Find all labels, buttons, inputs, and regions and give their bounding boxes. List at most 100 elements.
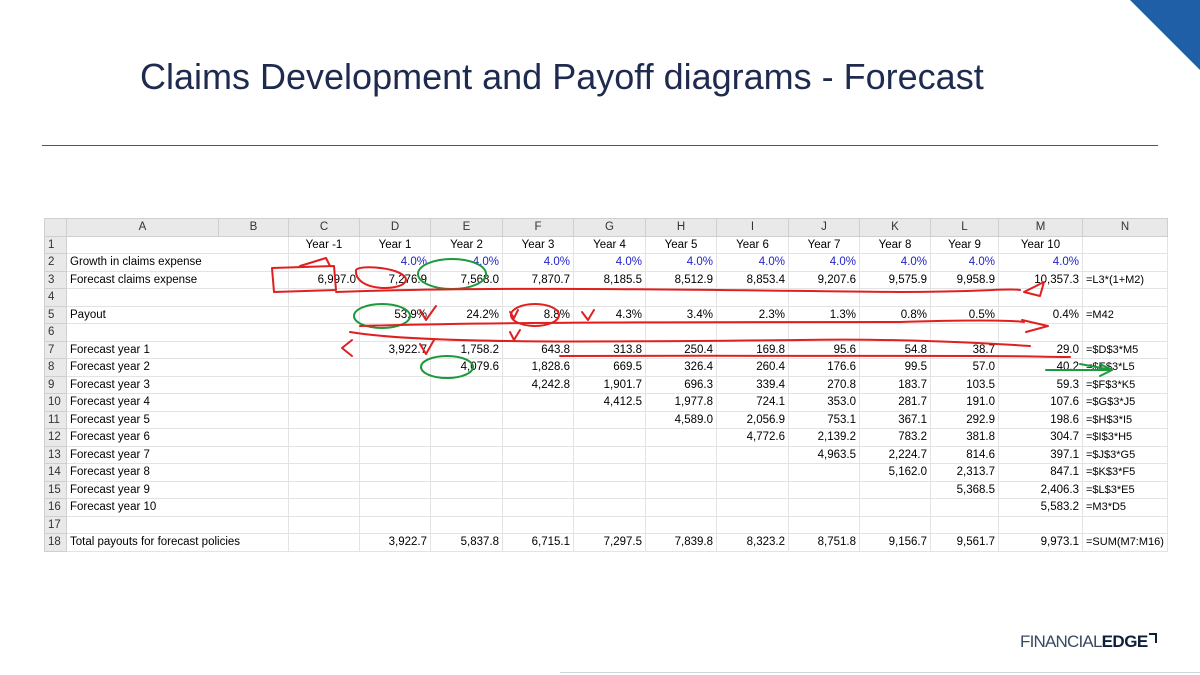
- cell-g4[interactable]: [573, 288, 646, 307]
- row-header-17[interactable]: 17: [44, 515, 67, 534]
- cell-i5[interactable]: 2.3%: [716, 305, 789, 324]
- cell-d16[interactable]: [359, 498, 431, 517]
- cell-m2[interactable]: 4.0%: [998, 253, 1083, 272]
- cell-g9[interactable]: 1,901.7: [573, 375, 646, 394]
- cell-l7[interactable]: 38.7: [930, 340, 999, 359]
- cell-c6[interactable]: [288, 323, 360, 342]
- cell-i13[interactable]: [716, 445, 789, 464]
- cell-d15[interactable]: [359, 480, 431, 499]
- cell-l9[interactable]: 103.5: [930, 375, 999, 394]
- cell-n8[interactable]: =$E$3*L5: [1082, 358, 1168, 377]
- column-header-g[interactable]: G: [573, 218, 646, 237]
- column-header-n[interactable]: N: [1082, 218, 1168, 237]
- cell-j2[interactable]: 4.0%: [788, 253, 860, 272]
- cell-l12[interactable]: 381.8: [930, 428, 999, 447]
- cell-c15[interactable]: [288, 480, 360, 499]
- cell-k13[interactable]: 2,224.7: [859, 445, 931, 464]
- cell-l14[interactable]: 2,313.7: [930, 463, 999, 482]
- row-header-6[interactable]: 6: [44, 323, 67, 342]
- cell-d5[interactable]: 53.9%: [359, 305, 431, 324]
- cell-k8[interactable]: 99.5: [859, 358, 931, 377]
- cell-n2[interactable]: [1082, 253, 1168, 272]
- cell-i14[interactable]: [716, 463, 789, 482]
- cell-h17[interactable]: [645, 515, 717, 534]
- cell-k9[interactable]: 183.7: [859, 375, 931, 394]
- cell-d2[interactable]: 4.0%: [359, 253, 431, 272]
- column-header-f[interactable]: F: [502, 218, 574, 237]
- cell-n5[interactable]: =M42: [1082, 305, 1168, 324]
- cell-m8[interactable]: 40.2: [998, 358, 1083, 377]
- cell-a6[interactable]: [66, 323, 289, 342]
- cell-j12[interactable]: 2,139.2: [788, 428, 860, 447]
- cell-k5[interactable]: 0.8%: [859, 305, 931, 324]
- cell-g1[interactable]: Year 4: [573, 235, 646, 254]
- cell-i11[interactable]: 2,056.9: [716, 410, 789, 429]
- cell-f15[interactable]: [502, 480, 574, 499]
- cell-j14[interactable]: [788, 463, 860, 482]
- cell-j4[interactable]: [788, 288, 860, 307]
- cell-f14[interactable]: [502, 463, 574, 482]
- cell-a3[interactable]: Forecast claims expense: [66, 270, 289, 289]
- cell-k11[interactable]: 367.1: [859, 410, 931, 429]
- cell-a11[interactable]: Forecast year 5: [66, 410, 289, 429]
- cell-e12[interactable]: [430, 428, 503, 447]
- cell-h2[interactable]: 4.0%: [645, 253, 717, 272]
- cell-e15[interactable]: [430, 480, 503, 499]
- column-header-m[interactable]: M: [998, 218, 1083, 237]
- cell-i9[interactable]: 339.4: [716, 375, 789, 394]
- column-header-h[interactable]: H: [645, 218, 717, 237]
- cell-i2[interactable]: 4.0%: [716, 253, 789, 272]
- cell-g2[interactable]: 4.0%: [573, 253, 646, 272]
- cell-f11[interactable]: [502, 410, 574, 429]
- cell-f7[interactable]: 643.8: [502, 340, 574, 359]
- cell-i3[interactable]: 8,853.4: [716, 270, 789, 289]
- cell-l16[interactable]: [930, 498, 999, 517]
- cell-h18[interactable]: 7,839.8: [645, 533, 717, 552]
- cell-h9[interactable]: 696.3: [645, 375, 717, 394]
- cell-h13[interactable]: [645, 445, 717, 464]
- cell-j16[interactable]: [788, 498, 860, 517]
- cell-m12[interactable]: 304.7: [998, 428, 1083, 447]
- cell-j8[interactable]: 176.6: [788, 358, 860, 377]
- cell-f6[interactable]: [502, 323, 574, 342]
- cell-a12[interactable]: Forecast year 6: [66, 428, 289, 447]
- cell-m7[interactable]: 29.0: [998, 340, 1083, 359]
- cell-j5[interactable]: 1.3%: [788, 305, 860, 324]
- cell-j10[interactable]: 353.0: [788, 393, 860, 412]
- cell-c16[interactable]: [288, 498, 360, 517]
- cell-c13[interactable]: [288, 445, 360, 464]
- cell-d12[interactable]: [359, 428, 431, 447]
- cell-i4[interactable]: [716, 288, 789, 307]
- cell-c18[interactable]: [288, 533, 360, 552]
- cell-h15[interactable]: [645, 480, 717, 499]
- cell-l11[interactable]: 292.9: [930, 410, 999, 429]
- cell-e5[interactable]: 24.2%: [430, 305, 503, 324]
- cell-a17[interactable]: [66, 515, 289, 534]
- cell-f10[interactable]: [502, 393, 574, 412]
- cell-d6[interactable]: [359, 323, 431, 342]
- cell-k16[interactable]: [859, 498, 931, 517]
- cell-j17[interactable]: [788, 515, 860, 534]
- cell-g5[interactable]: 4.3%: [573, 305, 646, 324]
- cell-g12[interactable]: [573, 428, 646, 447]
- cell-c12[interactable]: [288, 428, 360, 447]
- cell-a10[interactable]: Forecast year 4: [66, 393, 289, 412]
- cell-e10[interactable]: [430, 393, 503, 412]
- cell-n4[interactable]: [1082, 288, 1168, 307]
- cell-c5[interactable]: [288, 305, 360, 324]
- column-header-l[interactable]: L: [930, 218, 999, 237]
- cell-e2[interactable]: 4.0%: [430, 253, 503, 272]
- cell-e3[interactable]: 7,568.0: [430, 270, 503, 289]
- cell-k7[interactable]: 54.8: [859, 340, 931, 359]
- cell-d8[interactable]: [359, 358, 431, 377]
- cell-i7[interactable]: 169.8: [716, 340, 789, 359]
- cell-a15[interactable]: Forecast year 9: [66, 480, 289, 499]
- cell-g18[interactable]: 7,297.5: [573, 533, 646, 552]
- cell-k12[interactable]: 783.2: [859, 428, 931, 447]
- cell-f18[interactable]: 6,715.1: [502, 533, 574, 552]
- cell-i17[interactable]: [716, 515, 789, 534]
- cell-n10[interactable]: =$G$3*J5: [1082, 393, 1168, 412]
- cell-m18[interactable]: 9,973.1: [998, 533, 1083, 552]
- cell-f9[interactable]: 4,242.8: [502, 375, 574, 394]
- cell-a5[interactable]: Payout: [66, 305, 289, 324]
